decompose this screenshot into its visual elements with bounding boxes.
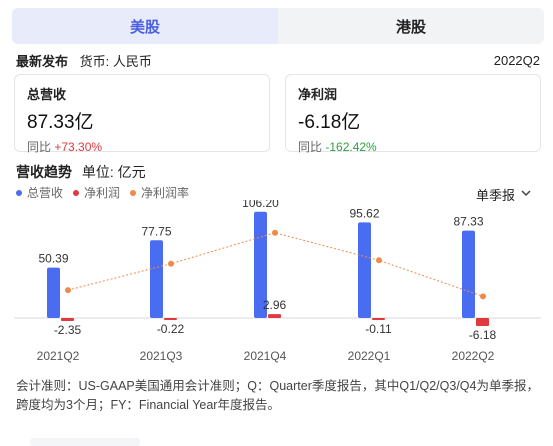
period-selector[interactable]: 单季报 — [476, 185, 531, 204]
revenue-bar[interactable] — [150, 240, 163, 318]
net-profit-bar-label: -0.11 — [365, 322, 392, 336]
currency-label: 货币: 人民币 — [79, 53, 152, 69]
trend-header: 营收趋势 单位: 亿元 — [16, 162, 146, 182]
x-tick-label: 2022Q2 — [452, 349, 495, 363]
net-profit-card: 净利润 -6.18亿 同比 -162.42% — [285, 74, 541, 155]
revenue-bar-label: 95.62 — [349, 206, 379, 220]
revenue-bar-label: 77.75 — [141, 224, 171, 238]
net-margin-point[interactable] — [376, 257, 382, 264]
legend-net-profit-dot — [73, 189, 80, 196]
chart-legend: 总营收 净利润 净利润率 — [16, 184, 199, 201]
revenue-bar[interactable] — [47, 267, 60, 318]
net-profit-bar[interactable] — [476, 318, 489, 327]
net-margin-point[interactable] — [480, 293, 486, 300]
x-tick-label: 2021Q2 — [37, 349, 80, 363]
net-profit-yoy-label: 同比 — [298, 140, 323, 154]
revenue-bar[interactable] — [462, 230, 475, 318]
legend-revenue-label: 总营收 — [27, 186, 64, 200]
revenue-bar[interactable] — [358, 222, 371, 318]
legend-net-profit[interactable]: 净利润 — [73, 184, 120, 201]
net-profit-bar[interactable] — [372, 318, 385, 320]
net-profit-yoy-value: -162.42% — [325, 140, 377, 154]
x-tick-label: 2022Q1 — [348, 349, 391, 363]
net-profit-yoy: 同比 -162.42% — [298, 138, 528, 155]
trend-title: 营收趋势 — [16, 164, 72, 180]
latest-release-label: 最新发布 — [16, 53, 69, 69]
trend-unit: 单位: 亿元 — [81, 164, 146, 180]
period-selector-label: 单季报 — [475, 188, 515, 203]
truncated-next-section — [30, 438, 140, 446]
x-tick-label: 2021Q4 — [244, 349, 287, 363]
legend-net-margin-dot — [130, 189, 137, 196]
accounting-footnote: 会计准则：US-GAAP美国通用会计准则；Q：Quarter季度报告，其中Q1/… — [16, 379, 539, 412]
release-meta: 最新发布 货币: 人民币 2022Q2 — [16, 51, 540, 69]
net-profit-bar-label: 2.96 — [263, 298, 287, 312]
revenue-card: 总营收 87.33亿 同比 +73.30% — [14, 74, 270, 155]
revenue-card-title: 总营收 — [27, 87, 67, 102]
net-profit-card-title: 净利润 — [298, 87, 338, 102]
net-profit-value: -6.18亿 — [298, 112, 361, 133]
net-profit-bar[interactable] — [61, 318, 74, 322]
market-tabs: 美股 港股 — [12, 8, 544, 44]
net-margin-point[interactable] — [168, 260, 174, 267]
net-profit-bar-label: -6.18 — [469, 328, 497, 342]
revenue-bar-label: 106.20 — [242, 200, 279, 210]
net-profit-bar[interactable] — [164, 318, 177, 320]
net-margin-line — [67, 232, 484, 297]
legend-revenue-dot — [16, 189, 22, 196]
net-profit-bar-label: -2.35 — [54, 323, 82, 337]
x-tick-label: 2021Q3 — [140, 349, 183, 363]
revenue-trend-chart: 50.39 77.75 106.20 95.62 87.33 -2.35 -0.22 2.96… — [14, 200, 541, 363]
report-period: 2022Q2 — [493, 52, 540, 68]
net-profit-bar[interactable] — [268, 314, 281, 318]
legend-revenue[interactable]: 总营收 — [16, 184, 63, 201]
revenue-yoy-value: +73.30% — [54, 140, 103, 154]
tab-us-stock[interactable]: 美股 — [12, 8, 278, 44]
net-margin-point[interactable] — [272, 229, 278, 236]
tab-hk-stock[interactable]: 港股 — [395, 18, 426, 36]
net-margin-point[interactable] — [65, 287, 71, 294]
revenue-bar-label: 50.39 — [38, 252, 68, 266]
net-profit-bar-label: -0.22 — [157, 322, 185, 336]
legend-net-margin-label: 净利润率 — [141, 186, 190, 200]
revenue-yoy-label: 同比 — [27, 140, 52, 154]
revenue-value: 87.33亿 — [27, 112, 94, 133]
revenue-bar-label: 87.33 — [453, 215, 483, 229]
chevron-down-icon — [521, 189, 531, 200]
legend-net-profit-label: 净利润 — [84, 186, 121, 200]
legend-net-margin[interactable]: 净利润率 — [130, 184, 189, 201]
revenue-yoy: 同比 +73.30% — [27, 138, 257, 155]
